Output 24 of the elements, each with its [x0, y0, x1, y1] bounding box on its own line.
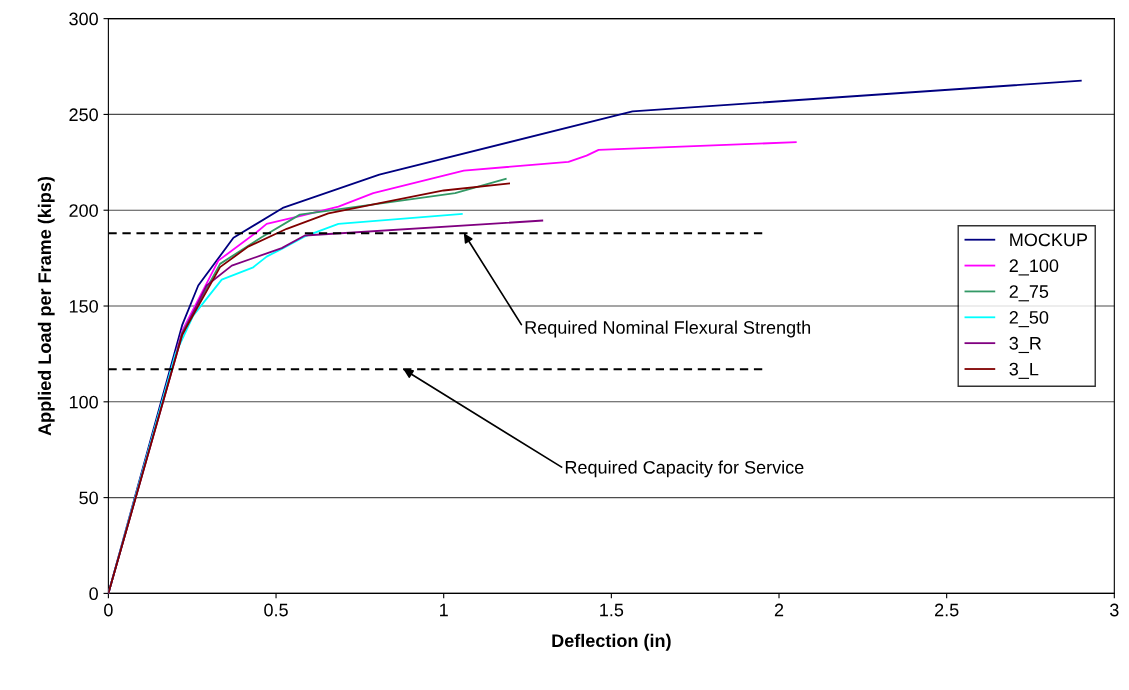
x-tick-label: 1.5	[600, 603, 624, 617]
y-tick-label: 150	[69, 299, 98, 313]
y-axis-title: Applied Load per Frame (kips)	[37, 176, 55, 436]
y-tick-label: 100	[69, 395, 98, 409]
y-tick-label: 50	[79, 491, 98, 505]
x-tick-label: 2	[774, 603, 784, 617]
annotation: Required Nominal Flexural Strength	[525, 320, 811, 338]
x-tick-label: 0	[104, 603, 113, 617]
legend-label: 3_R	[1009, 336, 1042, 354]
legend-label: 2_100	[1009, 259, 1059, 276]
x-tick-label: 3	[1109, 603, 1119, 617]
y-tick-label: 300	[69, 12, 98, 26]
x-tick-label: 1	[440, 603, 448, 617]
x-tick-label: 2.5	[935, 603, 959, 617]
legend-label: 2_50	[1009, 311, 1049, 328]
x-axis-title: Deflection (in)	[552, 633, 671, 651]
legend-label: 3_L	[1009, 362, 1039, 379]
annotation: Required Capacity for Service	[565, 460, 804, 478]
y-tick-label: 200	[69, 204, 98, 217]
legend-label: 2_75	[1009, 285, 1049, 302]
x-tick-label: 0.5	[264, 603, 288, 617]
legend-label: MOCKUP	[1010, 233, 1088, 247]
y-tick-label: 250	[69, 108, 98, 122]
y-tick-label: 0	[89, 587, 98, 601]
